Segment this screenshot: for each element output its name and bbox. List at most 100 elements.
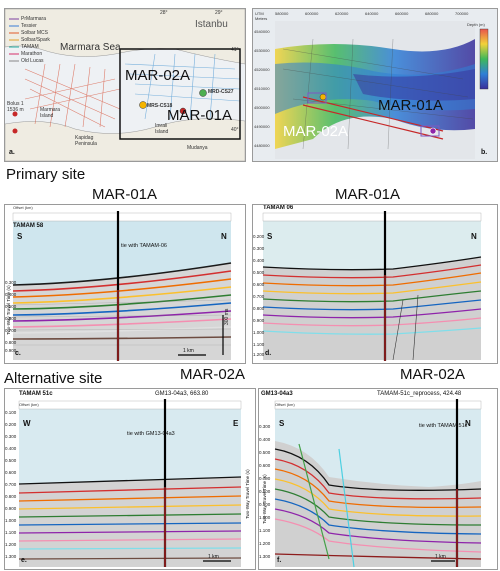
panel-f-y-tick: 1.200 <box>259 541 271 546</box>
panel-e-y-tick: 0.400 <box>5 446 17 451</box>
legend-item-7: Old Lucas <box>21 58 44 64</box>
b-x-tick-3: 620000 <box>335 11 349 16</box>
panel-f-offset-label: Offset (km) <box>275 402 295 407</box>
panel-c-y-tick: 0.400 <box>5 292 17 297</box>
panel-c-dir-right: N <box>221 232 227 241</box>
panel-f-seismic: GM13-04a3 TAMAM-51c_reprocess, 424.48 Of… <box>258 388 498 570</box>
panel-c-letter: c. <box>15 350 21 357</box>
panel-c-section <box>12 211 232 361</box>
map-a-site-mar01a: MAR-01A <box>167 107 233 124</box>
panel-c-y-title: Two-Way Travel Time (s) <box>6 285 11 335</box>
panel-e-letter: e. <box>21 557 27 564</box>
panel-e-y-tick: 1.100 <box>5 530 17 535</box>
legend-item-4: Solbar/Spark <box>21 37 50 43</box>
mudanya-label: Mudanya <box>187 145 208 151</box>
lat-41-label: 41° <box>231 47 239 53</box>
panel-d-y-tick: 1.100 <box>253 342 265 347</box>
b-x-tick-6: 680000 <box>425 11 439 16</box>
imrali-label: Imrali Island <box>155 123 169 135</box>
panel-d-seismic: TAMAM 06 S N d. 0.200 0.300 0.400 0.500 … <box>252 204 498 364</box>
panel-c-title: MAR-01A <box>92 186 158 203</box>
panel-f-y-tick: 0.600 <box>259 463 271 468</box>
kapidag-label: Kapidag Peninsula <box>75 135 97 147</box>
panel-e-y-tick: 1.300 <box>5 554 17 559</box>
panel-d-y-tick: 0.200 <box>253 234 265 239</box>
legend-item-5: TAMAM <box>21 44 39 50</box>
panel-e-section <box>18 399 242 567</box>
panel-f-y-tick: 0.700 <box>259 476 271 481</box>
panel-e-y-tick: 0.700 <box>5 482 17 487</box>
map-b-site-mar02a: MAR-02A <box>283 123 349 140</box>
b-y-tick-6: 4490000 <box>254 124 270 129</box>
panel-f-scale: 1 km <box>435 554 446 560</box>
panel-e-scale: 1 km <box>208 554 219 560</box>
panel-e-offset-label: Offset (km) <box>19 402 39 407</box>
b-y-tick-7: 4480000 <box>254 143 270 148</box>
panel-c-y-tick: 0.800 <box>5 340 17 345</box>
panel-f-letter: f. <box>277 557 282 564</box>
panel-b-map: UTM Meters 580000 600000 620000 640000 6… <box>252 8 498 162</box>
panel-d-y-tick: 0.400 <box>253 258 265 263</box>
lon-29-label: 29° <box>215 10 223 16</box>
panel-d-y-tick: 0.800 <box>253 306 265 311</box>
panel-f-dir-left: S <box>279 419 285 428</box>
b-x-tick-7: 700000 <box>455 11 469 16</box>
istanbul-label: Istanbu <box>195 19 228 30</box>
panel-b-letter: b. <box>481 149 488 156</box>
panel-e-y-tick: 0.100 <box>5 410 17 415</box>
marmara-sea-label: Marmara Sea <box>60 42 121 53</box>
panel-f-crossing: TAMAM-51c_reprocess, 424.48 <box>377 391 462 397</box>
panel-e-title: MAR-02A <box>180 366 246 383</box>
panel-e-y-tick: 0.300 <box>5 434 17 439</box>
panel-d-y-tick: 1.200 <box>253 352 265 357</box>
b-y-tick-1: 4540000 <box>254 29 270 34</box>
panel-e-y-tick: 0.600 <box>5 470 17 475</box>
panel-d-dir-right: N <box>471 232 477 241</box>
b-y-tick-2: 4530000 <box>254 48 270 53</box>
b-x-tick-5: 660000 <box>395 11 409 16</box>
panel-f-dir-right: N <box>465 419 471 428</box>
panel-d-section <box>262 211 482 361</box>
panel-f-y-tick: 0.500 <box>259 450 271 455</box>
panel-e-y-tick: 0.200 <box>5 422 17 427</box>
panel-c-y-tick: 0.600 <box>5 316 17 321</box>
b-x-tick-4: 640000 <box>365 11 379 16</box>
panel-c-tie-note: tie with TAMAM-06 <box>121 243 167 249</box>
panel-f-tie-note: tie with TAMAM 51c <box>419 423 468 429</box>
map-a-graphic <box>5 9 245 161</box>
panel-c-line-name: TAMAM 58 <box>13 223 44 229</box>
panel-e-y-tick: 0.800 <box>5 494 17 499</box>
lon-28-label: 28° <box>160 10 168 16</box>
panel-e-y-tick: 1.200 <box>5 542 17 547</box>
panel-d-dir-left: S <box>267 232 273 241</box>
panel-f-y-tick: 0.400 <box>259 437 271 442</box>
panel-f-section <box>274 399 482 568</box>
lat-40-label: 40° <box>231 127 239 133</box>
panel-f-line-name: GM13-04a3 <box>261 391 293 397</box>
panel-f-y-title: Two-Way Travel Time (s) <box>262 474 267 524</box>
legend-item-6: Marathon <box>21 51 43 57</box>
panel-c-twt-scale: 300 ms <box>224 308 230 325</box>
panel-e-y-tick: 1.000 <box>5 518 17 523</box>
panel-d-y-tick: 0.500 <box>253 270 265 275</box>
panel-f-title: MAR-02A <box>400 366 466 383</box>
panel-d-y-tick: 0.600 <box>253 282 265 287</box>
colorbar-label: Depth (m) <box>467 22 485 27</box>
panel-e-line-name: TAMAM 51c <box>19 391 53 397</box>
panel-e-y-axis: 0.100 0.200 0.300 0.400 0.500 0.600 0.70… <box>5 410 19 567</box>
b-y-tick-4: 4510000 <box>254 86 270 91</box>
map-b-site-mar01a: MAR-01A <box>378 97 444 114</box>
b-x-tick-2: 600000 <box>305 11 319 16</box>
map-b-graphic <box>275 21 489 159</box>
panel-e-tie-note: tie with GM13-04a3 <box>127 431 175 437</box>
panel-f-y-tick: 0.300 <box>259 424 271 429</box>
legend-item-2: Tessier <box>21 23 37 29</box>
panel-c-y-axis: 0.300 0.400 0.500 0.600 0.700 0.800 0.90… <box>5 223 17 361</box>
panel-d-letter: d. <box>265 350 272 357</box>
panel-d-y-tick: 0.700 <box>253 294 265 299</box>
panel-c-offset-label: Offset (km) <box>13 205 33 210</box>
panel-f-y-tick: 0.900 <box>259 502 271 507</box>
mrs-cs18-label: MRS-CS18 <box>147 103 173 109</box>
map-a-site-mar02a: MAR-02A <box>125 67 191 84</box>
legend-item-3: Solbar MCS <box>21 30 48 36</box>
